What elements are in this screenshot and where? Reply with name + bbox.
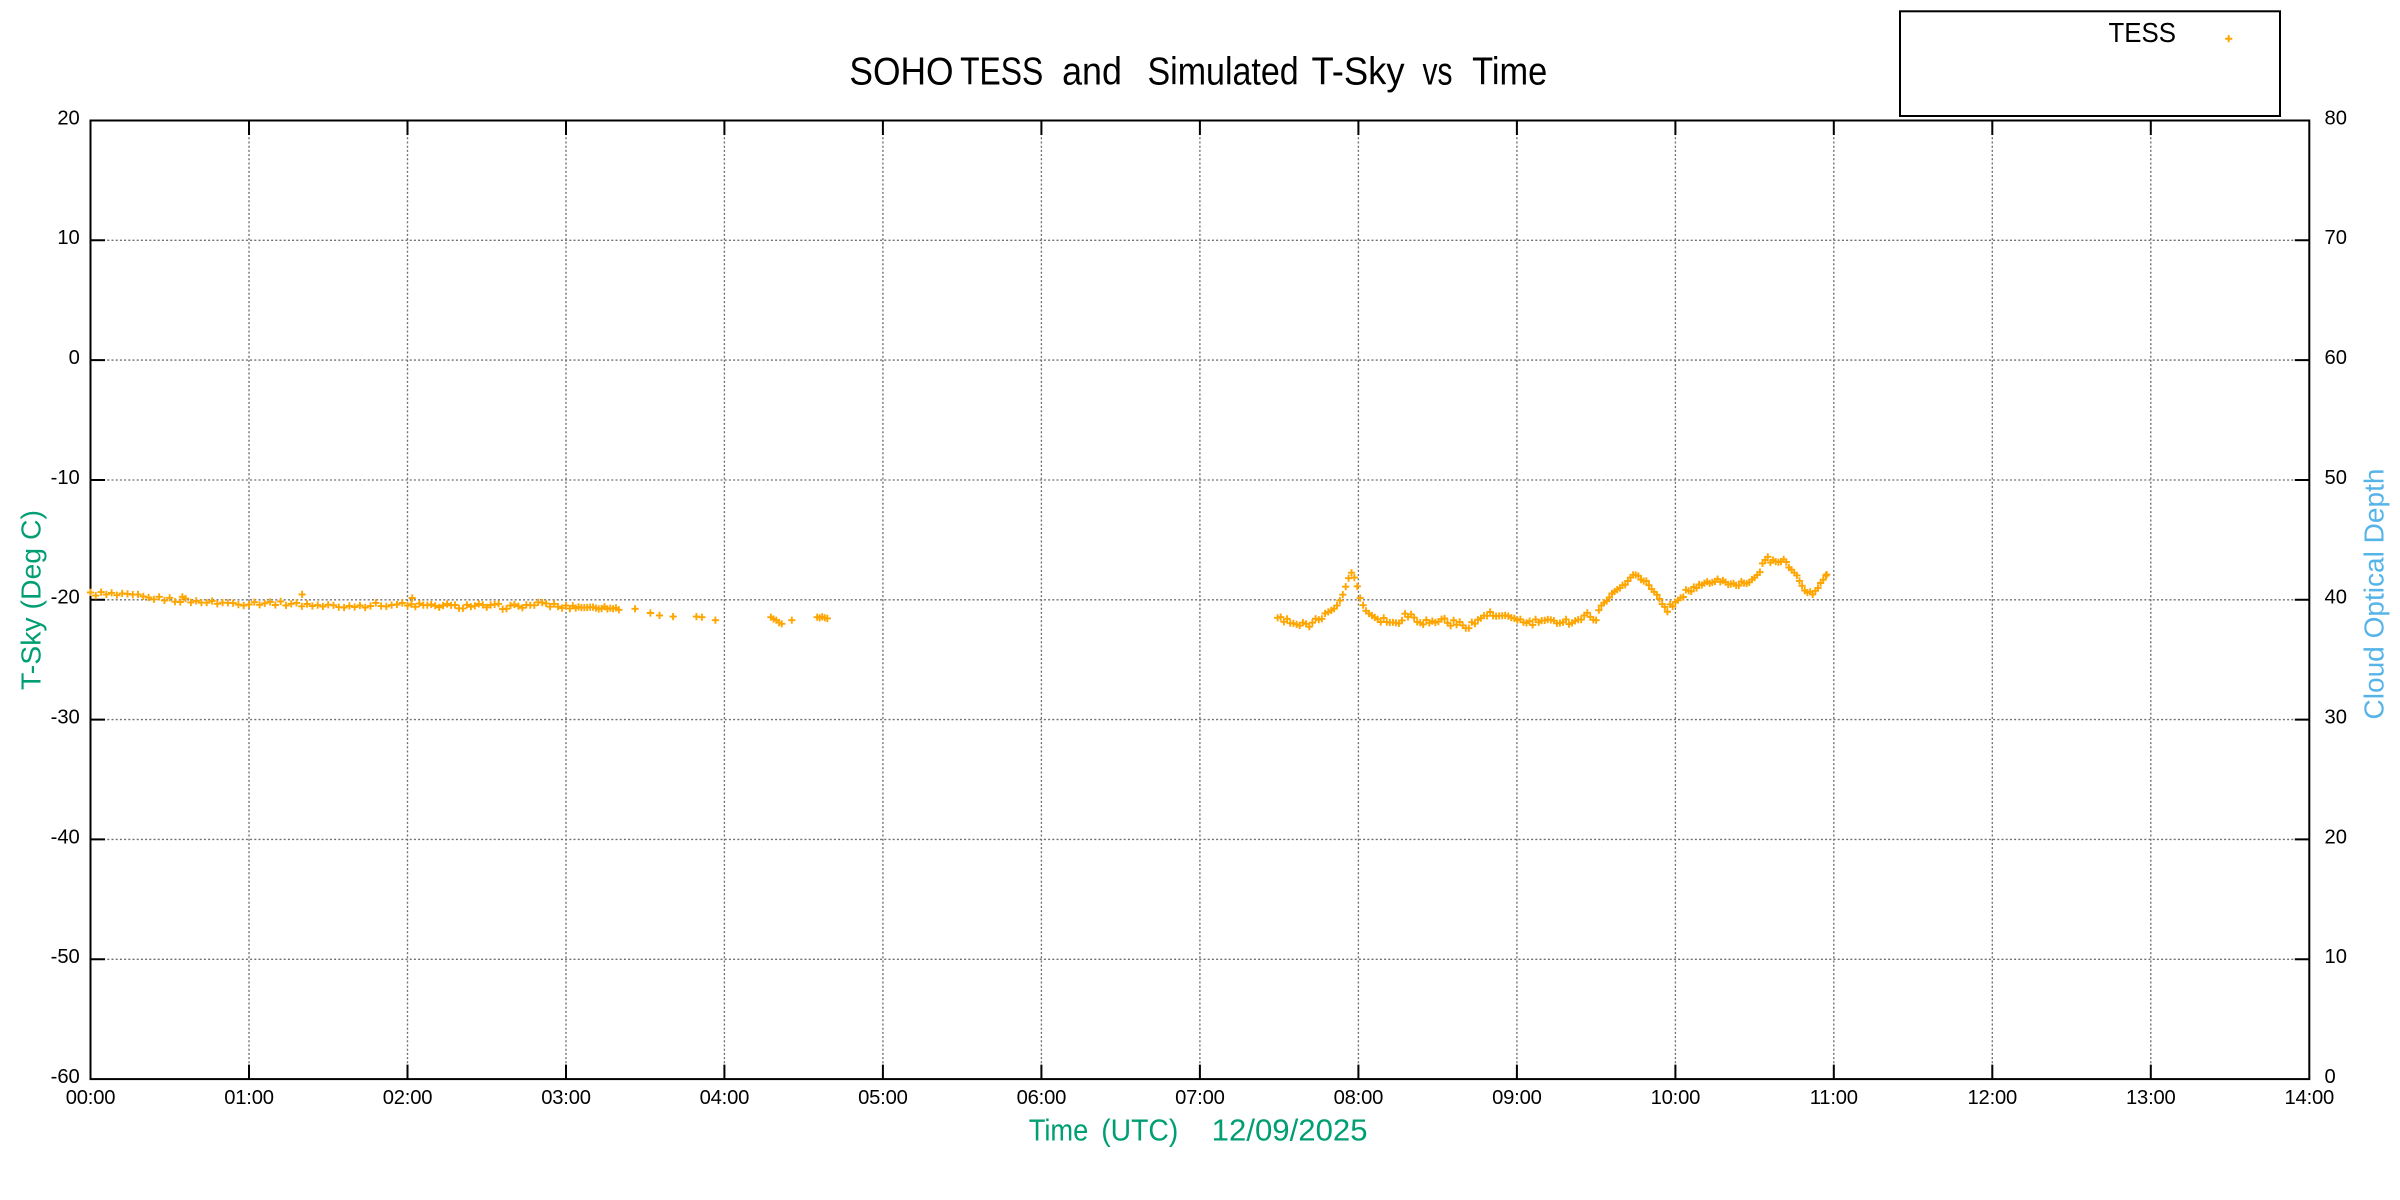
svg-text:Time: Time: [1472, 50, 1547, 93]
svg-text:0: 0: [2325, 1066, 2336, 1088]
svg-text:40: 40: [2325, 587, 2347, 609]
svg-text:Time: Time: [1029, 1112, 1089, 1147]
svg-text:14:00: 14:00: [2285, 1087, 2335, 1109]
svg-text:-50: -50: [51, 946, 80, 968]
svg-text:02:00: 02:00: [383, 1087, 433, 1109]
svg-text:03:00: 03:00: [541, 1087, 591, 1109]
svg-text:07:00: 07:00: [1175, 1087, 1225, 1109]
svg-text:(UTC): (UTC): [1101, 1112, 1178, 1147]
svg-text:SOHO: SOHO: [849, 50, 953, 93]
svg-text:vs: vs: [1423, 50, 1453, 93]
svg-text:-20: -20: [51, 587, 80, 609]
svg-text:T-Sky (Deg C): T-Sky (Deg C): [16, 510, 47, 690]
svg-text:-10: -10: [51, 467, 80, 489]
svg-text:20: 20: [2325, 826, 2347, 848]
svg-text:09:00: 09:00: [1492, 1087, 1542, 1109]
svg-text:Simulated: Simulated: [1148, 50, 1299, 93]
svg-text:11:00: 11:00: [1810, 1087, 1858, 1109]
svg-text:12/09/2025: 12/09/2025: [1212, 1112, 1368, 1147]
svg-text:13:00: 13:00: [2126, 1087, 2176, 1109]
svg-text:12:00: 12:00: [1968, 1087, 2018, 1109]
svg-text:-30: -30: [51, 707, 80, 729]
svg-text:30: 30: [2325, 707, 2347, 729]
svg-text:10: 10: [57, 227, 79, 249]
svg-text:-60: -60: [51, 1066, 80, 1088]
svg-text:05:00: 05:00: [858, 1087, 908, 1109]
svg-text:00:00: 00:00: [66, 1087, 116, 1109]
svg-text:08:00: 08:00: [1334, 1087, 1384, 1109]
svg-text:10:00: 10:00: [1651, 1087, 1701, 1109]
svg-text:and: and: [1062, 50, 1122, 93]
svg-text:-40: -40: [51, 826, 80, 848]
svg-text:TESS: TESS: [960, 50, 1043, 93]
svg-text:80: 80: [2325, 107, 2347, 129]
svg-text:01:00: 01:00: [224, 1087, 274, 1109]
svg-text:50: 50: [2325, 467, 2347, 489]
svg-text:Cloud Optical Depth: Cloud Optical Depth: [2359, 469, 2390, 720]
svg-text:06:00: 06:00: [1017, 1087, 1067, 1109]
svg-text:T-Sky: T-Sky: [1312, 50, 1406, 93]
svg-text:10: 10: [2325, 946, 2347, 968]
svg-text:04:00: 04:00: [700, 1087, 750, 1109]
svg-text:TESS: TESS: [2109, 17, 2177, 48]
svg-text:70: 70: [2325, 227, 2347, 249]
svg-text:0: 0: [69, 347, 80, 369]
svg-text:60: 60: [2325, 347, 2347, 369]
svg-text:20: 20: [57, 107, 79, 129]
